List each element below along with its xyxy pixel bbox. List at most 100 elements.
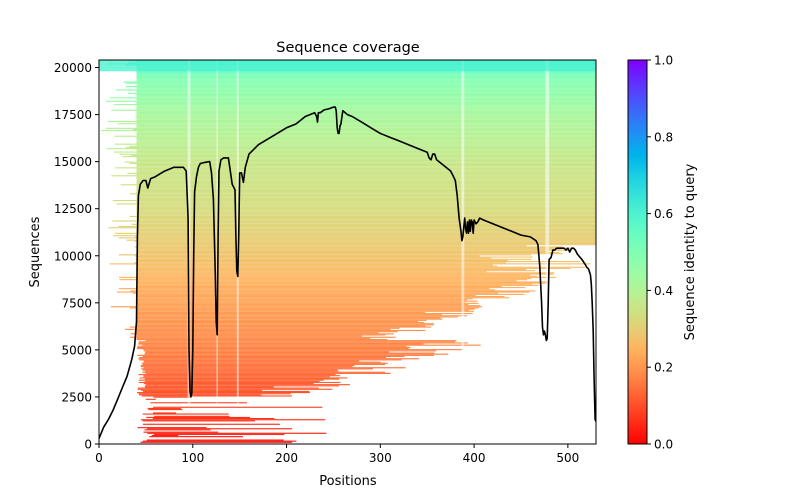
heatmap-row (136, 90, 596, 92)
heatmap-row (136, 222, 596, 224)
heatmap-row (140, 441, 293, 443)
heatmap-row (129, 326, 432, 328)
heatmap-row (137, 388, 333, 390)
heatmap-row (136, 205, 596, 207)
heatmap-row (136, 273, 554, 275)
heatmap-row (136, 204, 596, 206)
heatmap-row (135, 192, 596, 194)
heatmap-row (136, 189, 596, 192)
heatmap-row (136, 142, 596, 144)
heatmap-row (136, 287, 526, 289)
heatmap-row (136, 229, 596, 231)
heatmap-row (136, 315, 467, 317)
heatmap-row (136, 297, 510, 299)
heatmap-row (136, 309, 469, 311)
heatmap-row (136, 209, 596, 211)
heatmap-row (136, 313, 473, 315)
heatmap-row (136, 158, 596, 160)
heatmap-row (113, 151, 596, 153)
heatmap-row (136, 284, 539, 286)
heatmap-row (136, 283, 533, 285)
heatmap-row (147, 428, 293, 430)
heatmap-row (136, 224, 596, 227)
heatmap-row (142, 420, 255, 422)
heatmap-row (136, 302, 479, 304)
heatmap-row (136, 244, 596, 246)
heatmap-row (136, 253, 563, 255)
coverage-heatmap (99, 60, 596, 443)
gap-column (545, 60, 550, 407)
heatmap-row (136, 73, 596, 75)
heatmap-row (136, 221, 596, 223)
heatmap-row (136, 178, 596, 180)
heatmap-row (136, 126, 596, 128)
heatmap-row (136, 211, 596, 213)
heatmap-row (136, 249, 568, 251)
heatmap-row (136, 314, 442, 316)
heatmap-row (136, 80, 596, 82)
heatmap-row (136, 298, 473, 300)
heatmap-row (136, 248, 561, 250)
heatmap-row (153, 406, 323, 408)
heatmap-row (143, 349, 463, 351)
heatmap-row (136, 267, 571, 269)
heatmap-row (136, 259, 508, 262)
heatmap-row (153, 396, 191, 398)
heatmap-row (136, 230, 596, 232)
heatmap-row (136, 131, 596, 133)
heatmap-row (135, 116, 596, 118)
heatmap-row (136, 310, 474, 312)
x-axis-label: Positions (319, 474, 377, 489)
heatmap-row (136, 141, 596, 143)
heatmap-row (131, 154, 596, 157)
heatmap-row (136, 331, 398, 333)
heatmap-row (142, 413, 229, 415)
heatmap-row (110, 97, 596, 99)
heatmap-row (134, 262, 507, 264)
heatmap-row (138, 358, 419, 360)
heatmap-row (136, 101, 596, 103)
heatmap-row (130, 333, 394, 335)
heatmap-row (136, 281, 550, 283)
heatmap-row (136, 348, 409, 350)
heatmap-row (136, 108, 596, 110)
heatmap-row (136, 275, 538, 277)
heatmap-row (145, 384, 350, 386)
heatmap-row (143, 390, 310, 393)
heatmap-row (139, 359, 402, 361)
heatmap-row (143, 361, 381, 363)
heatmap-row (136, 72, 596, 74)
x-tick-label: 500 (556, 451, 579, 465)
heatmap-row (116, 89, 596, 91)
heatmap-row (118, 288, 490, 290)
heatmap-row (136, 122, 596, 124)
heatmap-row (146, 416, 250, 419)
heatmap-row (137, 345, 407, 347)
heatmap-row (136, 76, 596, 79)
heatmap-row (136, 337, 371, 339)
colorbar-label: Sequence identity to query (683, 163, 698, 340)
heatmap-row (136, 137, 596, 140)
heatmap-row (101, 130, 596, 132)
heatmap-row (136, 327, 400, 329)
heatmap-row (129, 307, 479, 309)
heatmap-row (143, 360, 360, 362)
heatmap-row (137, 392, 310, 394)
heatmap-row (136, 163, 596, 166)
heatmap-row (126, 239, 596, 241)
heatmap-row (136, 308, 475, 310)
heatmap-row (136, 183, 596, 185)
heatmap-row (139, 377, 348, 379)
heatmap-row (125, 147, 596, 149)
heatmap-row (136, 98, 596, 100)
heatmap-row (138, 379, 324, 381)
heatmap-row (105, 100, 596, 102)
heatmap-row (136, 243, 596, 245)
heatmap-row (143, 376, 330, 378)
heatmap-row (117, 291, 530, 293)
x-tick-label: 200 (275, 451, 298, 465)
heatmap-row (138, 343, 424, 345)
heatmap-row (136, 186, 596, 188)
heatmap-row (143, 431, 219, 433)
colorbar-tick-label: 0.2 (654, 361, 673, 375)
